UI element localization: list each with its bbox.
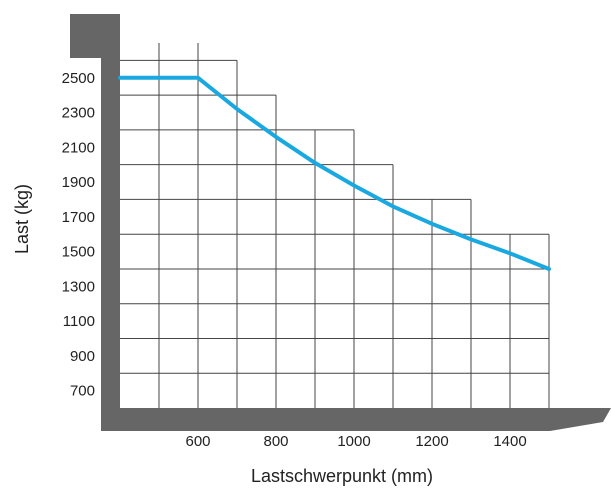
x-tick-label: 800 bbox=[263, 433, 288, 450]
x-axis-ticks: 600 800 1000 1200 1400 bbox=[185, 433, 526, 450]
y-tick-label: 2300 bbox=[62, 105, 95, 122]
y-axis-ticks: 700 900 1100 1300 1500 1700 1900 2100 2300 2500 bbox=[62, 70, 95, 400]
x-tick-label: 1400 bbox=[493, 433, 526, 450]
y-tick-label: 1500 bbox=[62, 244, 95, 261]
x-tick-label: 600 bbox=[185, 433, 210, 450]
y-tick-label: 900 bbox=[70, 348, 95, 365]
fork-blade bbox=[101, 408, 611, 431]
y-tick-label: 2100 bbox=[62, 139, 95, 156]
y-tick-label: 1100 bbox=[63, 313, 95, 330]
y-tick-label: 2500 bbox=[62, 70, 95, 87]
y-axis-title: Last (kg) bbox=[12, 184, 32, 254]
y-tick-label: 700 bbox=[70, 383, 95, 400]
fork-mast bbox=[101, 43, 120, 431]
chart-series bbox=[118, 75, 551, 271]
fork-frame-shape bbox=[70, 14, 120, 58]
x-tick-label: 1000 bbox=[337, 433, 370, 450]
y-tick-label: 1700 bbox=[62, 209, 95, 226]
chart-grid bbox=[120, 43, 550, 408]
x-tick-label: 1200 bbox=[415, 433, 448, 450]
x-axis-title: Lastschwerpunkt (mm) bbox=[251, 466, 433, 486]
series-line bbox=[118, 75, 551, 271]
y-tick-label: 1900 bbox=[62, 174, 95, 191]
y-tick-label: 1300 bbox=[62, 278, 95, 295]
